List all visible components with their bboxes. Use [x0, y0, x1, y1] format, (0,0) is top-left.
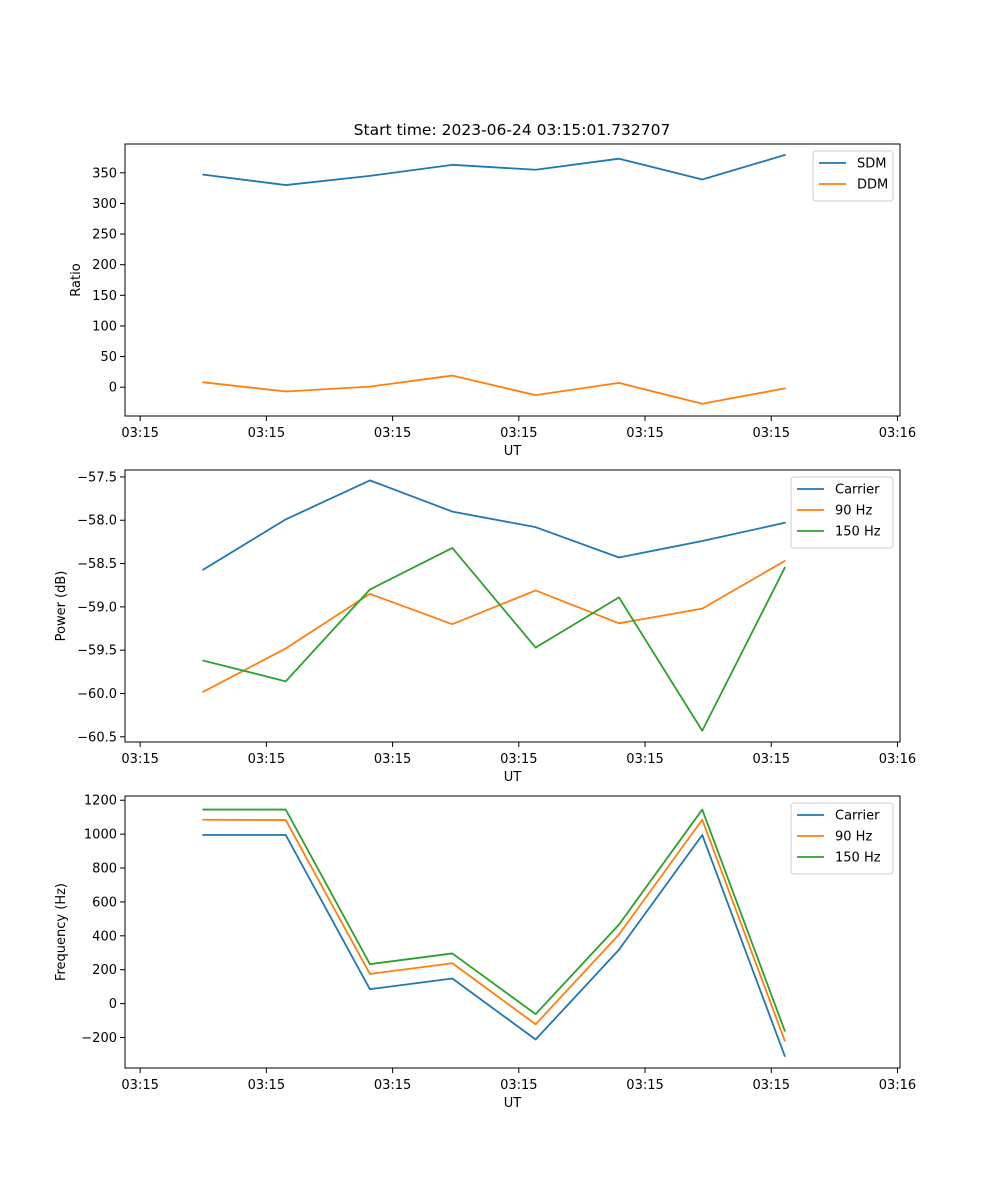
x-tick-label: 03:16 — [879, 426, 916, 441]
y-tick-label: −59.5 — [77, 644, 117, 659]
x-tick-label: 03:15 — [248, 426, 285, 441]
y-tick-label: 350 — [92, 166, 117, 181]
y-tick-label: 800 — [92, 862, 117, 877]
x-tick-label: 03:15 — [374, 1078, 411, 1093]
x-tick-label: 03:15 — [248, 1078, 285, 1093]
y-tick-label: 0 — [109, 381, 117, 396]
y-tick-label: −200 — [81, 1031, 117, 1046]
x-tick-label: 03:15 — [626, 1078, 663, 1093]
chart-panel-2: 03:15 03:15 03:15 03:15 03:15 03:15 03:16 −60.5… — [54, 469, 916, 785]
legend-label: Carrier — [835, 809, 880, 824]
legend-label: 90 Hz — [835, 830, 872, 845]
y-tick-label: 1200 — [84, 794, 117, 809]
y-tick-label: 50 — [100, 350, 117, 365]
axes-frame — [124, 469, 901, 743]
y-tick-label: −60.0 — [77, 687, 117, 702]
x-tick-label: 03:15 — [121, 426, 158, 441]
legend-label: SDM — [857, 157, 886, 172]
series-line-150-hz — [202, 808, 786, 1032]
y-axis-label: Frequency (Hz) — [54, 883, 69, 981]
y-tick-label: −57.5 — [77, 470, 117, 485]
y-tick-label: −58.0 — [77, 514, 117, 529]
chart-panels: 03:15 03:15 03:15 03:15 03:15 03:15 03:16 0 50 10… — [54, 143, 916, 1111]
y-tick-label: 200 — [92, 963, 117, 978]
y-tick-label: 100 — [92, 319, 117, 334]
x-tick-label: 03:15 — [626, 426, 663, 441]
x-tick-label: 03:16 — [879, 1078, 916, 1093]
y-tick-label: 1000 — [84, 828, 117, 843]
chart-title: Start time: 2023-06-24 03:15:01.732707 — [354, 121, 671, 139]
x-tick-label: 03:15 — [753, 752, 790, 767]
x-tick-label: 03:15 — [374, 752, 411, 767]
x-axis-label: UT — [504, 770, 522, 785]
series-line-ddm — [202, 374, 786, 405]
y-tick-label: −60.5 — [77, 730, 117, 745]
x-tick-label: 03:15 — [248, 752, 285, 767]
x-tick-label: 03:15 — [121, 1078, 158, 1093]
x-tick-label: 03:15 — [626, 752, 663, 767]
y-tick-label: 0 — [109, 997, 117, 1012]
x-tick-label: 03:15 — [121, 752, 158, 767]
legend-label: 90 Hz — [835, 504, 872, 519]
x-tick-label: 03:15 — [753, 1078, 790, 1093]
legend: Carrier 90 Hz 150 Hz — [790, 476, 894, 549]
x-tick-label: 03:15 — [753, 426, 790, 441]
x-tick-label: 03:15 — [500, 426, 537, 441]
legend-label: 150 Hz — [835, 525, 881, 540]
series-line-90-hz — [202, 818, 786, 1042]
y-axis-label: Power (dB) — [54, 571, 69, 642]
y-tick-label: 400 — [92, 929, 117, 944]
legend: Carrier 90 Hz 150 Hz — [790, 802, 894, 875]
series-line-150-hz — [202, 547, 786, 732]
series-line-carrier — [202, 834, 786, 1057]
y-tick-label: 200 — [92, 258, 117, 273]
y-tick-label: 600 — [92, 895, 117, 910]
x-axis-label: UT — [504, 1096, 522, 1111]
x-tick-label: 03:16 — [879, 752, 916, 767]
x-tick-label: 03:15 — [500, 1078, 537, 1093]
legend-label: 150 Hz — [835, 851, 881, 866]
legend-label: Carrier — [835, 483, 880, 498]
series-line-carrier — [202, 479, 786, 571]
chart-panel-3: 03:15 03:15 03:15 03:15 03:15 03:15 03:16 −200 0… — [54, 794, 916, 1111]
series-line-90-hz — [202, 559, 786, 693]
legend-label: DDM — [857, 178, 888, 193]
y-tick-label: 300 — [92, 197, 117, 212]
series-line-sdm — [202, 153, 786, 186]
y-tick-label: 150 — [92, 289, 117, 304]
x-tick-label: 03:15 — [500, 752, 537, 767]
y-tick-label: 250 — [92, 228, 117, 243]
y-axis-label: Ratio — [69, 263, 84, 296]
axes-frame — [124, 795, 901, 1069]
y-tick-label: −58.5 — [77, 557, 117, 572]
y-tick-label: −59.0 — [77, 600, 117, 615]
x-tick-label: 03:15 — [374, 426, 411, 441]
axes-frame — [124, 143, 901, 417]
x-axis-label: UT — [504, 444, 522, 459]
legend: SDM DDM — [812, 150, 894, 202]
chart-panel-1: 03:15 03:15 03:15 03:15 03:15 03:15 03:16 0 50 10… — [69, 143, 916, 459]
